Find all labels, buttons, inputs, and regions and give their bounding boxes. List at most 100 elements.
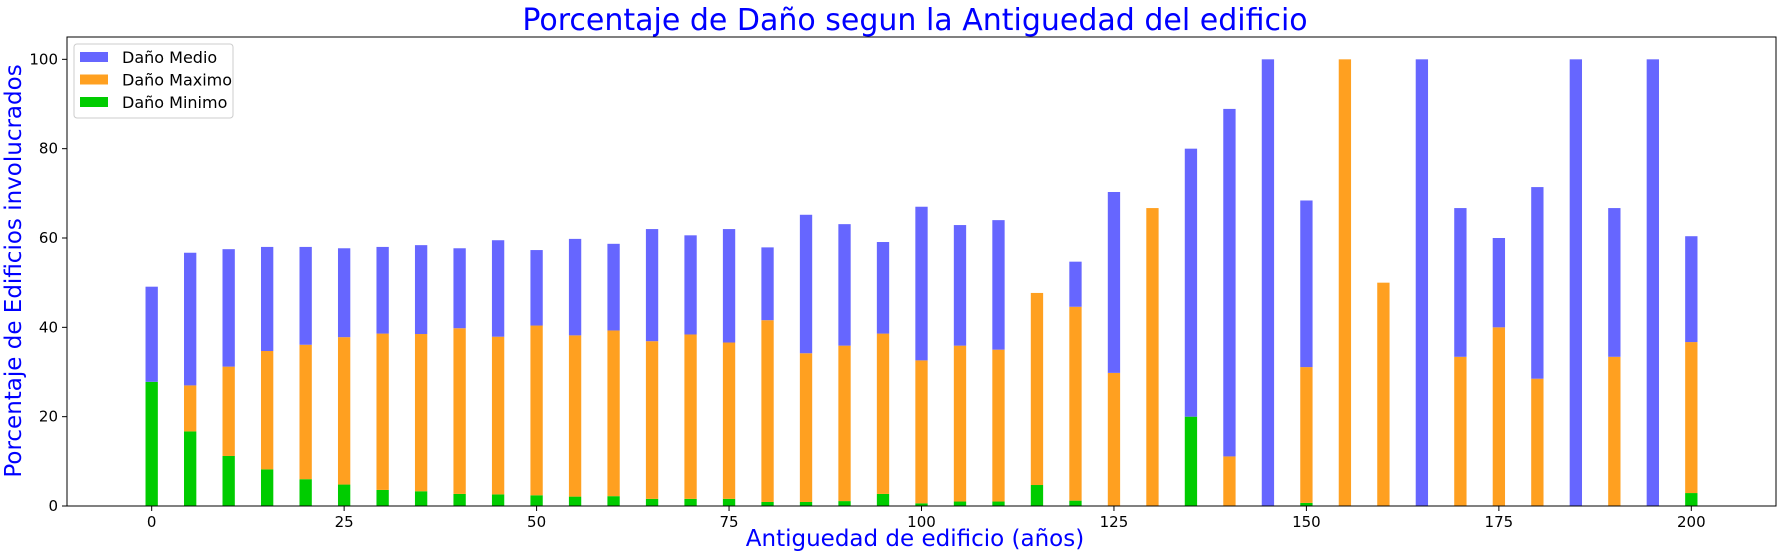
bar-da-o-medio-110 bbox=[992, 220, 1005, 350]
bar-da-o-maximo-25 bbox=[337, 337, 351, 485]
bar-da-o-minimo-95 bbox=[876, 493, 890, 506]
bar-da-o-maximo-95 bbox=[876, 333, 890, 494]
chart-title: Porcentaje de Daño segun la Antiguedad d… bbox=[522, 3, 1307, 38]
y-tick-label: 0 bbox=[48, 497, 58, 515]
bar-da-o-minimo-200 bbox=[1685, 493, 1698, 506]
bar-da-o-maximo-30 bbox=[376, 333, 389, 490]
bar-da-o-minimo-120 bbox=[1069, 500, 1082, 506]
bar-da-o-medio-15 bbox=[260, 246, 274, 351]
bar-da-o-minimo-40 bbox=[453, 493, 466, 506]
bar-da-o-minimo-25 bbox=[337, 484, 351, 506]
bar-da-o-medio-200 bbox=[1685, 236, 1698, 343]
legend-swatch bbox=[80, 97, 108, 107]
bar-da-o-maximo-175 bbox=[1492, 327, 1506, 506]
bar-da-o-minimo-70 bbox=[684, 498, 697, 506]
bar-da-o-minimo-35 bbox=[414, 491, 428, 506]
bar-da-o-minimo-110 bbox=[992, 501, 1005, 506]
bar-da-o-maximo-60 bbox=[607, 330, 620, 497]
bar-da-o-medio-190 bbox=[1608, 208, 1621, 357]
bar-da-o-minimo-20 bbox=[299, 479, 312, 506]
bar-da-o-minimo-45 bbox=[491, 494, 505, 506]
bar-da-o-minimo-75 bbox=[722, 498, 736, 506]
legend-label: Daño Maximo bbox=[122, 71, 232, 90]
bar-da-o-maximo-200 bbox=[1685, 342, 1698, 494]
bars-layer bbox=[145, 59, 1698, 506]
bar-da-o-medio-165 bbox=[1415, 59, 1429, 506]
bar-da-o-medio-135 bbox=[1184, 148, 1198, 417]
bar-da-o-maximo-5 bbox=[184, 385, 197, 432]
bar-da-o-maximo-85 bbox=[799, 353, 813, 502]
bar-da-o-maximo-75 bbox=[722, 342, 736, 499]
bar-da-o-maximo-35 bbox=[414, 334, 428, 492]
x-tick-label: 50 bbox=[527, 513, 546, 531]
legend-label: Daño Minimo bbox=[122, 93, 227, 112]
bar-da-o-maximo-10 bbox=[222, 366, 235, 456]
bar-da-o-medio-0 bbox=[145, 286, 158, 382]
bar-da-o-maximo-15 bbox=[260, 351, 274, 470]
bar-da-o-medio-95 bbox=[876, 242, 890, 334]
bar-da-o-maximo-130 bbox=[1146, 208, 1159, 506]
bar-da-o-medio-140 bbox=[1223, 108, 1236, 457]
bar-da-o-medio-175 bbox=[1492, 238, 1506, 328]
bar-da-o-medio-55 bbox=[568, 238, 582, 336]
bar-da-o-maximo-160 bbox=[1377, 282, 1390, 506]
y-axis-label: Porcentaje de Edificios involucrados bbox=[1, 64, 27, 477]
bar-da-o-medio-60 bbox=[607, 243, 620, 331]
bar-da-o-maximo-55 bbox=[568, 335, 582, 497]
bar-da-o-minimo-105 bbox=[953, 501, 967, 506]
bar-da-o-minimo-100 bbox=[915, 503, 928, 506]
bar-da-o-medio-45 bbox=[491, 240, 505, 337]
x-tick-label: 200 bbox=[1677, 513, 1706, 531]
x-axis-ticks: 0 25 50 75 100 125 150 175 200 bbox=[147, 506, 1706, 531]
bar-da-o-medio-100 bbox=[915, 206, 928, 361]
bar-da-o-medio-90 bbox=[838, 224, 851, 346]
bar-da-o-maximo-115 bbox=[1030, 292, 1044, 486]
bar-da-o-minimo-90 bbox=[838, 501, 851, 506]
bar-da-o-maximo-20 bbox=[299, 344, 312, 480]
bar-da-o-maximo-180 bbox=[1531, 378, 1544, 506]
bar-da-o-maximo-105 bbox=[953, 345, 967, 502]
bar-da-o-maximo-110 bbox=[992, 349, 1005, 502]
bar-da-o-medio-25 bbox=[337, 248, 351, 338]
bar-da-o-medio-50 bbox=[530, 250, 543, 326]
bar-da-o-medio-170 bbox=[1454, 208, 1467, 357]
bar-da-o-minimo-115 bbox=[1030, 485, 1044, 506]
bar-da-o-medio-105 bbox=[953, 225, 967, 346]
bar-da-o-maximo-90 bbox=[838, 345, 851, 502]
bar-da-o-medio-10 bbox=[222, 249, 235, 367]
bar-da-o-maximo-70 bbox=[684, 334, 697, 499]
bar-da-o-maximo-80 bbox=[761, 320, 774, 502]
legend: Daño Medio Daño Maximo Daño Minimo bbox=[73, 43, 234, 119]
bar-da-o-medio-80 bbox=[761, 247, 774, 321]
bar-da-o-maximo-150 bbox=[1300, 367, 1313, 503]
bar-da-o-minimo-60 bbox=[607, 496, 620, 506]
bar-da-o-maximo-125 bbox=[1107, 372, 1121, 506]
bar-da-o-maximo-50 bbox=[530, 325, 543, 496]
bar-da-o-maximo-100 bbox=[915, 360, 928, 504]
bar-da-o-medio-120 bbox=[1069, 261, 1082, 307]
bar-da-o-minimo-30 bbox=[376, 489, 389, 506]
x-axis-label: Antiguedad de edificio (años) bbox=[746, 526, 1084, 552]
bar-da-o-minimo-10 bbox=[222, 455, 235, 506]
x-tick-label: 175 bbox=[1485, 513, 1514, 531]
bar-da-o-minimo-135 bbox=[1184, 416, 1198, 506]
bar-da-o-minimo-5 bbox=[184, 431, 197, 506]
bar-da-o-medio-125 bbox=[1107, 191, 1121, 373]
bar-da-o-minimo-0 bbox=[145, 381, 158, 506]
bar-da-o-medio-145 bbox=[1261, 59, 1275, 506]
bar-da-o-maximo-40 bbox=[453, 328, 466, 494]
bar-da-o-medio-150 bbox=[1300, 200, 1313, 368]
x-tick-label: 100 bbox=[907, 513, 936, 531]
bar-da-o-medio-65 bbox=[645, 229, 659, 342]
bar-da-o-maximo-170 bbox=[1454, 356, 1467, 506]
bar-da-o-medio-180 bbox=[1531, 187, 1544, 379]
bar-da-o-medio-30 bbox=[376, 246, 389, 334]
legend-swatch bbox=[80, 52, 108, 62]
x-tick-label: 150 bbox=[1292, 513, 1321, 531]
bar-da-o-medio-85 bbox=[799, 214, 813, 354]
y-axis-ticks: 0 20 40 60 80 100 bbox=[29, 50, 67, 515]
legend-swatch bbox=[80, 74, 108, 85]
bar-da-o-medio-185 bbox=[1569, 59, 1583, 506]
x-tick-label: 75 bbox=[719, 513, 738, 531]
bar-da-o-maximo-45 bbox=[491, 336, 505, 495]
